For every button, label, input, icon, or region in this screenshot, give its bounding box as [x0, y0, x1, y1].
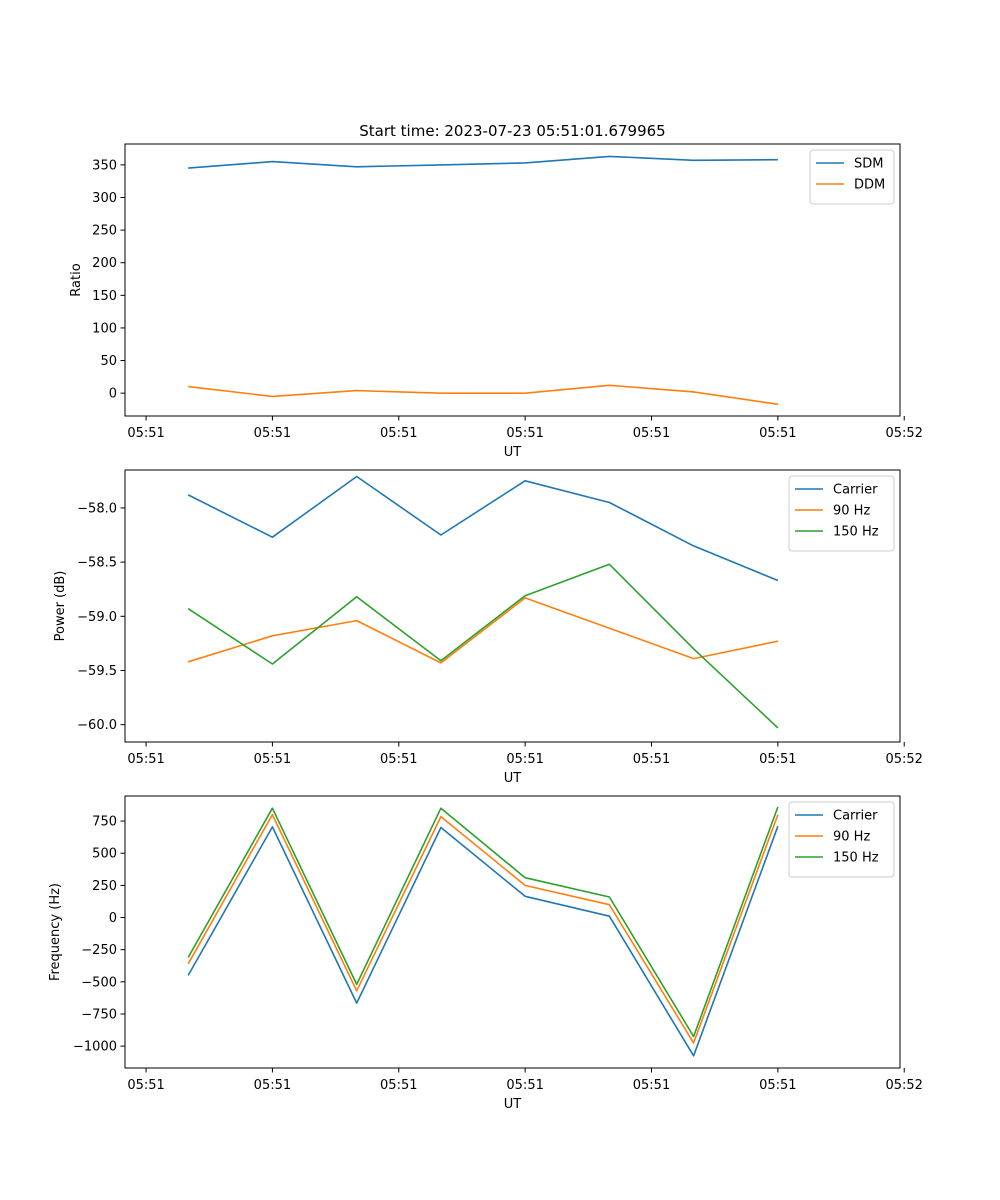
x-tick-label: 05:51 [127, 752, 164, 767]
x-tick-label: 05:52 [885, 752, 922, 767]
y-axis-label: Ratio [69, 263, 84, 296]
x-tick-label: 05:51 [633, 752, 670, 767]
x-tick-label: 05:51 [127, 1078, 164, 1093]
y-tick-label: −58.5 [77, 556, 117, 571]
x-axis-label: UT [504, 1097, 522, 1112]
x-tick-label: 05:51 [633, 426, 670, 441]
y-tick-label: 100 [92, 321, 117, 336]
y-tick-label: 250 [92, 879, 117, 894]
chart-title: Start time: 2023-07-23 05:51:01.679965 [359, 122, 665, 140]
x-tick-label: 05:51 [506, 426, 543, 441]
subplot-3: 05:51 05:51 05:51 05:51 05:51 05:51 05:52 −1000… [48, 795, 923, 1112]
y-tick-label: −59.5 [77, 664, 117, 679]
legend-label: Carrier [833, 809, 878, 824]
legend-label: 150 Hz [833, 851, 879, 866]
y-tick-label: 50 [100, 354, 117, 369]
legend-label: DDM [854, 178, 885, 193]
x-tick-label: 05:51 [254, 426, 291, 441]
x-tick-label: 05:51 [759, 1078, 796, 1093]
y-tick-label: 200 [92, 256, 117, 271]
x-tick-label: 05:52 [885, 1078, 922, 1093]
y-tick-label: 350 [92, 158, 117, 173]
x-axis-label: UT [504, 445, 522, 460]
x-tick-label: 05:51 [127, 426, 164, 441]
series-line-90-hz [187, 597, 779, 664]
series-line-sdm [188, 155, 778, 169]
x-tick-label: 05:51 [380, 426, 417, 441]
legend-label: Carrier [833, 483, 878, 498]
legend-box [788, 801, 895, 878]
legend: SDM DDM [809, 149, 895, 205]
x-tick-label: 05:52 [885, 426, 922, 441]
y-tick-label: −58.0 [77, 501, 117, 516]
series-line-150-hz [187, 563, 779, 729]
axes-frame [124, 143, 901, 417]
series-line-ddm [188, 384, 779, 406]
y-tick-label: 300 [92, 191, 117, 206]
series-line-carrier [187, 475, 779, 582]
x-tick-label: 05:51 [254, 752, 291, 767]
legend-box [788, 475, 895, 552]
x-tick-label: 05:51 [759, 752, 796, 767]
x-tick-label: 05:51 [633, 1078, 670, 1093]
y-tick-label: −750 [81, 1007, 117, 1022]
legend-label: 90 Hz [833, 504, 870, 519]
legend-label: 150 Hz [833, 525, 879, 540]
series-line-carrier [187, 825, 779, 1057]
subplot-1: Start time: 2023-07-23 05:51:01.67996505… [69, 122, 923, 460]
y-tick-label: −500 [81, 975, 117, 990]
y-tick-label: −60.0 [77, 718, 117, 733]
y-tick-label: 0 [109, 387, 117, 402]
legend: Carrier 90 Hz 150 Hz [788, 801, 895, 878]
y-tick-label: −59.0 [77, 610, 117, 625]
y-tick-label: 750 [92, 815, 117, 830]
axes-frame [124, 469, 901, 743]
y-tick-label: 150 [92, 289, 117, 304]
x-axis-label: UT [504, 771, 522, 786]
subplot-2: 05:51 05:51 05:51 05:51 05:51 05:51 05:52 −60.0… [53, 469, 923, 786]
legend-label: 90 Hz [833, 830, 870, 845]
x-tick-label: 05:51 [506, 752, 543, 767]
y-tick-label: 500 [92, 847, 117, 862]
x-tick-label: 05:51 [380, 1078, 417, 1093]
axes-frame [124, 795, 901, 1069]
y-tick-label: 250 [92, 224, 117, 239]
subplots: Start time: 2023-07-23 05:51:01.67996505… [48, 122, 923, 1112]
series-line-150-hz [187, 806, 779, 1038]
y-axis-label: Power (dB) [53, 571, 68, 642]
x-tick-label: 05:51 [759, 426, 796, 441]
y-tick-label: −1000 [73, 1040, 117, 1055]
y-tick-label: −250 [81, 943, 117, 958]
legend: Carrier 90 Hz 150 Hz [788, 475, 895, 552]
y-tick-label: 0 [109, 911, 117, 926]
y-axis-label: Frequency (Hz) [48, 883, 63, 981]
x-tick-label: 05:51 [506, 1078, 543, 1093]
x-tick-label: 05:51 [254, 1078, 291, 1093]
series-line-90-hz [187, 813, 779, 1044]
x-tick-label: 05:51 [380, 752, 417, 767]
legend-label: SDM [854, 157, 883, 172]
